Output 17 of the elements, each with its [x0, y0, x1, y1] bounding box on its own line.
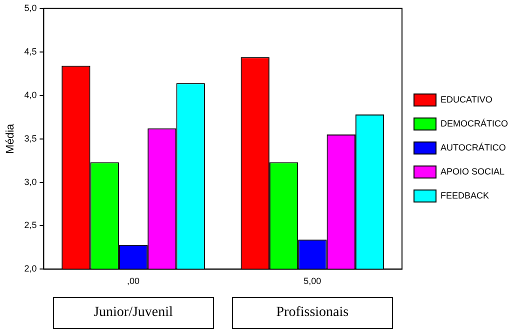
legend-label: AUTOCRÁTICO — [440, 142, 506, 152]
y-tick-label: 3,5 — [24, 133, 37, 144]
x-tick-label: 5,00 — [304, 276, 322, 286]
x-tick-label: ,00 — [127, 276, 140, 286]
y-tick-label: 4,5 — [24, 46, 37, 56]
legend-label: DEMOCRÁTICO — [440, 118, 508, 128]
y-tick-label: 4,0 — [24, 90, 37, 100]
y-tick-label: 2,0 — [24, 264, 37, 274]
y-tick-label: 3,0 — [24, 176, 37, 187]
text: Profissionais — [232, 297, 394, 329]
text: Junior/Juvenil — [52, 297, 214, 329]
legend-label: FEEDBACK — [440, 190, 490, 200]
legend-label: APOIO SOCIAL — [440, 166, 505, 176]
legend-label: EDUCATIVO — [440, 94, 492, 104]
y-tick-label: 5,0 — [24, 2, 37, 13]
y-tick-label: 2,5 — [24, 220, 37, 230]
y-axis-title: Média — [4, 122, 17, 154]
